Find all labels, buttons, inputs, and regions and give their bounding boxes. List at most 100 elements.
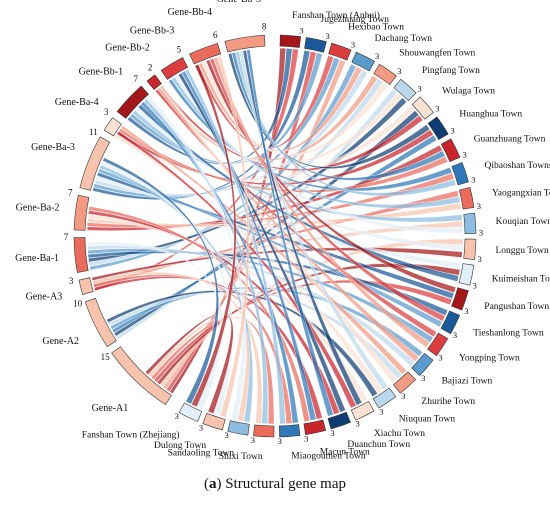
chord-ribbon [159,85,398,383]
town-count: 3 [477,254,481,264]
chord-svg: Gene-A1 15 Gene-A2 10 Gene-A3 3 Gene-Ba-1 7 Gene… [15,0,550,462]
chord-ribbon [120,125,407,375]
town-label: Xiachu Town [374,429,425,439]
chord-ribbon [91,247,463,281]
town-count: 3 [355,419,359,429]
caption-letter: a [208,476,217,492]
town-count: 3 [473,280,477,290]
town-count: 3 [379,406,383,416]
town-arc [304,37,327,53]
town-arc [227,420,250,436]
town-arc [427,332,449,357]
gene-label: Gene-Bb-4 [168,7,212,18]
town-arc [202,412,226,431]
town-arc [393,78,417,102]
chord-ribbon [93,57,341,198]
town-label: Jugezhuang Town [321,15,390,25]
gene-label: Gene-A1 [92,403,129,414]
town-label: Tieshanlong Town [473,329,544,339]
gene-label: Gene-Bb-3 [130,25,174,36]
town-arc [350,400,375,421]
gene-arc [84,297,117,348]
town-label: Shixi Town [219,452,263,462]
town-count: 3 [450,125,454,135]
gene-count: 6 [213,30,218,40]
town-arc [328,42,352,61]
gene-label: Gene-Bb-5 [217,0,261,5]
chord-ribbon [88,206,311,422]
town-arc [451,162,469,186]
town-label: Kuimeishan Town [492,274,550,284]
caption-text: Structural gene map [225,476,347,492]
town-count: 3 [251,435,255,445]
ribbon-layer [86,47,464,425]
gene-label: Gene-Ba-3 [31,142,75,153]
town-label: Guanzhuang Town [474,134,546,144]
town-arc [440,138,461,163]
gene-count: 5 [177,44,182,54]
town-count: 3 [417,83,421,93]
town-count: 3 [471,175,475,185]
town-label: Yaogangxian Town [492,189,550,199]
town-arc [392,371,417,394]
town-count: 3 [224,430,228,440]
town-arc [463,212,477,234]
town-label: Hexibao Town [348,23,404,33]
town-arc [327,411,351,430]
chord-ribbon [184,68,286,425]
gene-label: Gene-A3 [26,291,63,302]
gene-count: 3 [104,107,109,117]
town-label: Shouwangfen Town [399,47,475,58]
town-count: 3 [477,201,481,211]
gene-label: Gene-Bb-2 [105,42,149,53]
town-label: Kouqian Town [496,217,550,227]
gene-arc [160,57,189,80]
gene-arc [103,117,122,137]
town-arc [440,310,461,335]
town-count: 3 [435,103,439,113]
town-count: 3 [299,26,303,36]
town-arc [178,402,203,422]
arc-layer [73,34,477,438]
town-arc [372,387,397,409]
town-label: Macun Town [320,448,370,458]
town-count: 3 [304,434,308,444]
chord-ribbon [100,160,234,416]
town-arc [279,34,302,48]
town-label: Yongping Town [459,354,520,364]
town-arc [373,63,397,85]
town-arc [458,263,475,286]
town-arc [351,51,375,72]
town-arc [427,116,449,140]
town-count: 3 [401,391,405,401]
gene-label: Gene-Ba-1 [15,253,59,264]
gene-label: Gene-Bb-1 [79,66,123,77]
town-count: 3 [421,373,425,383]
gene-count: 15 [101,352,111,362]
town-label: Dulong Town [154,441,206,451]
gene-arc [146,74,162,90]
town-count: 3 [397,66,401,76]
town-label: Sandaoling Town [168,448,235,458]
town-label: Bajiazi Town [442,376,493,386]
town-arc [253,424,275,438]
gene-count: 7 [68,188,73,198]
town-arc [463,238,477,260]
chord-ribbon [194,55,334,150]
town-count: 3 [278,436,282,446]
gene-label: Gene-Ba-2 [16,202,60,213]
town-label: Pingfang Town [422,65,480,76]
gene-count: 3 [69,276,74,286]
gene-arc [116,85,149,119]
town-label: Huanghua Town [459,109,522,119]
town-label: Pangushan Town [484,302,549,312]
town-label: Niuquan Town [399,414,456,424]
chord-ribbon [146,95,247,421]
town-count: 3 [330,428,334,438]
gene-count: 11 [89,127,98,137]
town-arc [303,419,327,436]
town-arc [411,352,434,377]
town-count: 3 [462,149,466,159]
town-count: 3 [479,227,483,237]
